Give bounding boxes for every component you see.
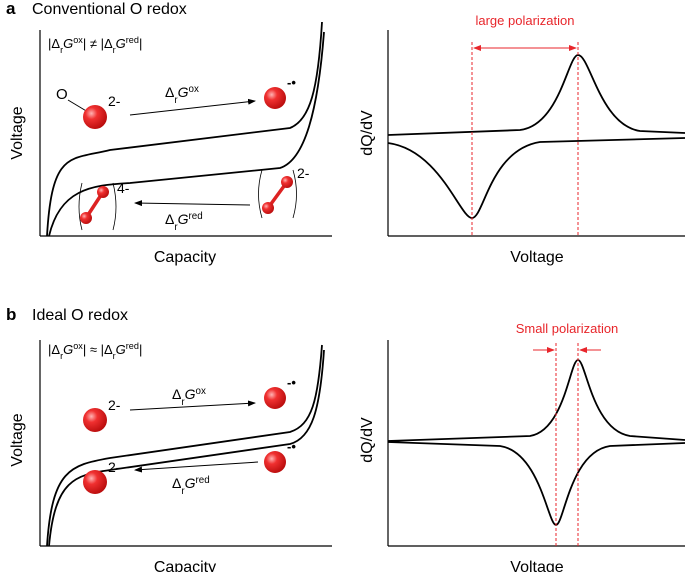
text-segment: G bbox=[185, 386, 196, 402]
polarization-label: large polarization bbox=[475, 13, 574, 28]
text-segment: G bbox=[178, 211, 189, 227]
gibbs-label: ΔrGred bbox=[172, 475, 210, 497]
y-axis-label: dQ/dV bbox=[359, 110, 376, 156]
charge: -• bbox=[287, 375, 296, 390]
y-axis-label: dQ/dV bbox=[359, 417, 376, 463]
discharge-curve bbox=[48, 349, 325, 547]
arrow bbox=[129, 400, 256, 411]
charge: 2- bbox=[108, 459, 121, 475]
y-axis-label: Voltage bbox=[9, 413, 26, 466]
text-segment: G bbox=[63, 342, 73, 357]
panel-title: Conventional O redox bbox=[32, 1, 187, 18]
text-segment: Δ bbox=[165, 211, 174, 227]
pointer bbox=[67, 99, 89, 113]
text-segment: G bbox=[63, 36, 73, 51]
text-segment: Δ bbox=[172, 475, 181, 491]
panel-title: Ideal O redox bbox=[32, 307, 128, 324]
charge: 2- bbox=[297, 165, 310, 181]
text-segment: Δ bbox=[165, 84, 174, 100]
text-segment: r bbox=[174, 222, 178, 233]
equation: |ΔrGox| ≠ |ΔrGred| bbox=[48, 35, 142, 55]
text-segment: | bbox=[139, 36, 142, 51]
oxygen bbox=[281, 176, 293, 188]
oxygen bbox=[83, 408, 107, 432]
arrow bbox=[134, 200, 251, 207]
arrow bbox=[129, 98, 256, 116]
y-axis-label: Voltage bbox=[9, 106, 26, 159]
charge: -• bbox=[287, 439, 296, 454]
text-segment: ox bbox=[73, 35, 83, 45]
oxygen bbox=[80, 212, 92, 224]
text-segment: red bbox=[126, 341, 139, 351]
oxygen bbox=[264, 387, 286, 409]
text-segment: r bbox=[181, 486, 185, 497]
dqdv-discharge bbox=[387, 137, 685, 219]
x-axis-label: Voltage bbox=[510, 249, 563, 266]
text-segment: r bbox=[174, 95, 178, 106]
text-segment: G bbox=[116, 342, 126, 357]
text-segment: red bbox=[189, 211, 203, 222]
text-segment: | ≈ |Δ bbox=[83, 342, 113, 357]
charge: -• bbox=[287, 75, 296, 90]
text-segment: G bbox=[185, 475, 196, 491]
text-segment: red bbox=[196, 475, 210, 486]
gibbs-label: ΔrGox bbox=[172, 386, 206, 408]
text-segment: r bbox=[60, 351, 63, 361]
oxygen bbox=[264, 87, 286, 109]
text-segment: ox bbox=[189, 84, 199, 95]
text-segment: G bbox=[178, 84, 189, 100]
charge-curve bbox=[46, 344, 323, 547]
charge: 4- bbox=[117, 180, 130, 196]
x-axis-label: Voltage bbox=[510, 559, 563, 572]
arrow bbox=[134, 461, 259, 473]
gibbs-label: ΔrGox bbox=[165, 84, 199, 106]
text-segment: ox bbox=[196, 386, 206, 397]
text-segment: ox bbox=[73, 341, 83, 351]
text-segment: r bbox=[113, 351, 116, 361]
panel-label: b bbox=[6, 305, 16, 324]
text-segment: Δ bbox=[172, 386, 181, 402]
text-segment: r bbox=[113, 45, 116, 55]
text-segment: | ≠ |Δ bbox=[83, 36, 113, 51]
text-segment: r bbox=[60, 45, 63, 55]
charge: 2- bbox=[108, 397, 121, 413]
oxygen bbox=[262, 202, 274, 214]
text-segment: |Δ bbox=[48, 342, 60, 357]
bracket bbox=[78, 182, 117, 231]
text-segment: red bbox=[126, 35, 139, 45]
text-segment: r bbox=[181, 397, 185, 408]
panel-a-shapes bbox=[39, 21, 685, 237]
text-segment: G bbox=[116, 36, 126, 51]
oxygen bbox=[264, 451, 286, 473]
gibbs-label: ΔrGred bbox=[165, 211, 203, 233]
text-segment: |Δ bbox=[48, 36, 60, 51]
dqdv-charge bbox=[387, 54, 685, 136]
oxygen bbox=[97, 186, 109, 198]
dqdv-charge bbox=[387, 359, 685, 442]
polarization-label: Small polarization bbox=[516, 321, 619, 336]
x-axis-label: Capacity bbox=[154, 559, 216, 572]
equation: |ΔrGox| ≈ |ΔrGred| bbox=[48, 341, 142, 361]
text-segment: | bbox=[139, 342, 142, 357]
charge: 2- bbox=[108, 93, 121, 109]
charge-curve bbox=[46, 21, 323, 237]
bracket bbox=[258, 169, 297, 219]
dqdv-discharge bbox=[387, 441, 685, 526]
atom-label: O bbox=[56, 86, 68, 103]
oxygen bbox=[83, 105, 107, 129]
oxygen bbox=[83, 470, 107, 494]
x-axis-label: Capacity bbox=[154, 249, 216, 266]
panel-label: a bbox=[6, 0, 16, 18]
panel-b-shapes bbox=[39, 340, 685, 547]
discharge-curve bbox=[48, 31, 325, 237]
